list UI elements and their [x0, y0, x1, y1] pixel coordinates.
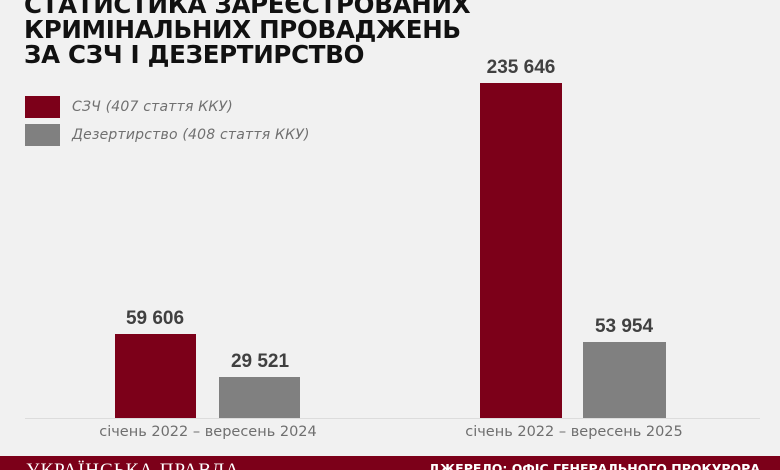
chart-title: СТАТИСТИКА ЗАРЕЄСТРОВАНИХ КРИМІНАЛЬНИХ П…	[24, 0, 471, 69]
legend-item-szch: СЗЧ (407 стаття ККУ)	[25, 96, 310, 118]
bar-szch-2024	[115, 334, 196, 418]
legend-swatch-desertion	[25, 124, 60, 146]
legend-item-desertion: Дезертирство (408 стаття ККУ)	[25, 124, 310, 146]
legend-swatch-szch	[25, 96, 60, 118]
category-label-2024: січень 2022 – вересень 2024	[99, 424, 317, 440]
legend: СЗЧ (407 стаття ККУ) Дезертирство (408 с…	[25, 96, 310, 152]
bar-desertion-2024	[219, 377, 300, 418]
chart-title-line-3: ЗА СЗЧ І ДЕЗЕРТИРСТВО	[24, 40, 365, 69]
bar-value-desertion-2025: 53 954	[594, 316, 654, 337]
bar-value-szch-2025: 235 646	[486, 57, 556, 78]
bar-desertion-2025	[583, 342, 666, 418]
footer-bar: УКРАЇНСЬКА ПРАВДА ДЖЕРЕЛО: ОФІС ГЕНЕРАЛЬ…	[0, 456, 780, 470]
x-axis-line	[25, 418, 760, 419]
footer-source: ДЖЕРЕЛО: ОФІС ГЕНЕРАЛЬНОГО ПРОКУРОРА	[428, 461, 760, 470]
bar-value-szch-2024: 59 606	[125, 308, 185, 329]
footer-brand-logo: УКРАЇНСЬКА ПРАВДА	[26, 460, 240, 470]
category-label-2025: січень 2022 – вересень 2025	[465, 424, 683, 440]
legend-label-szch: СЗЧ (407 стаття ККУ)	[72, 99, 233, 115]
bar-value-desertion-2024: 29 521	[230, 351, 290, 372]
chart-title-line-1: СТАТИСТИКА ЗАРЕЄСТРОВАНИХ	[24, 0, 471, 19]
legend-label-desertion: Дезертирство (408 стаття ККУ)	[72, 127, 310, 143]
bar-szch-2025	[480, 83, 562, 418]
chart-title-line-2: КРИМІНАЛЬНИХ ПРОВАДЖЕНЬ	[24, 15, 461, 44]
